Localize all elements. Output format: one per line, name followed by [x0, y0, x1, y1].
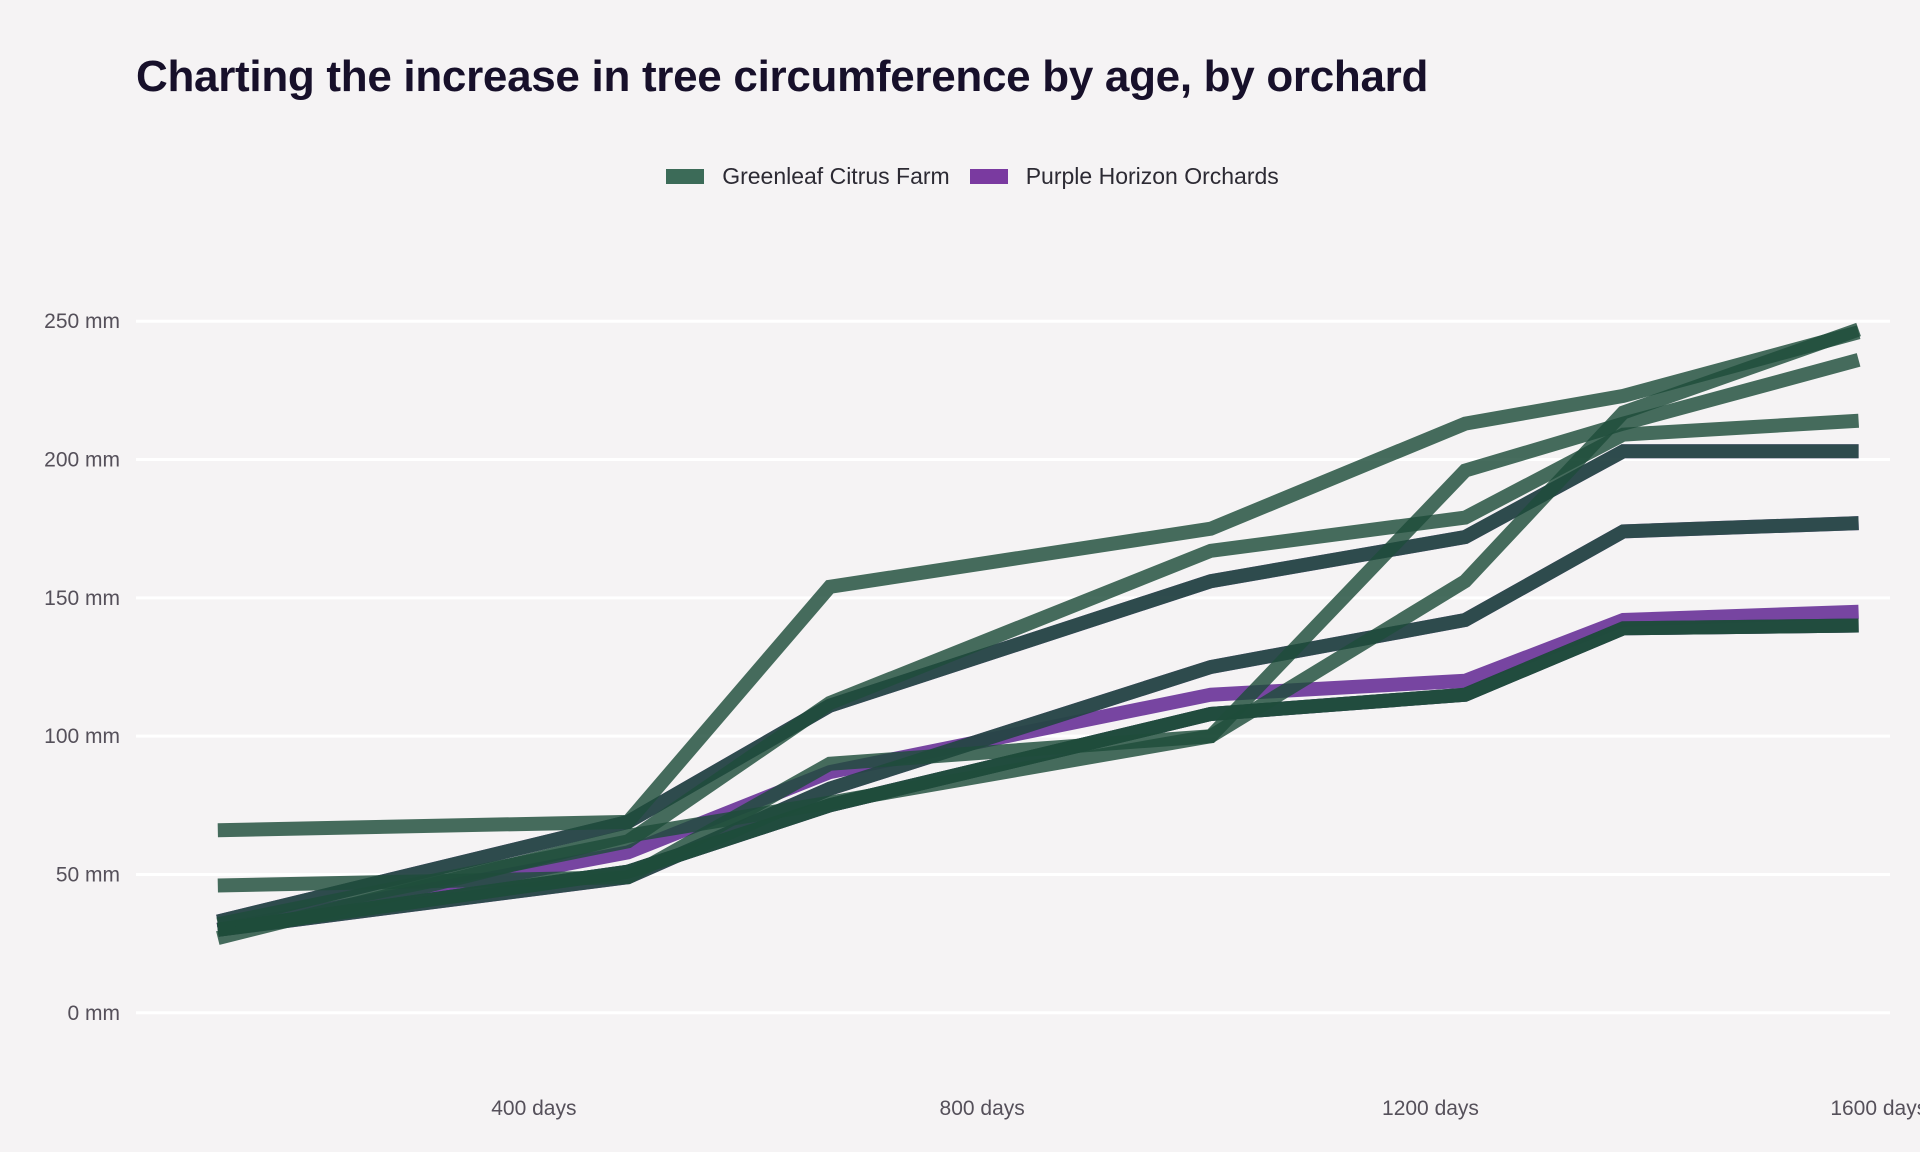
legend-swatch-greenleaf [666, 169, 705, 184]
x-tick-label: 1600 days [1830, 1097, 1920, 1120]
chart-legend: Greenleaf Citrus Farm Purple Horizon Orc… [0, 163, 1920, 190]
series-line-greenleaf[interactable] [216, 413, 1860, 932]
series-line-greenleaf[interactable] [216, 444, 1859, 929]
x-tick-label: 1200 days [1382, 1097, 1479, 1120]
legend-item-purple-horizon[interactable]: Purple Horizon Orchards [969, 163, 1279, 190]
legend-label-purple-horizon: Purple Horizon Orchards [1025, 163, 1279, 189]
y-tick-label: 100 mm [44, 725, 120, 748]
x-axis-ticks: 400 days 800 days 1200 days 1600 days [491, 1097, 1920, 1120]
y-tick-label: 250 mm [44, 310, 120, 333]
series-line-purple-horizon[interactable] [216, 444, 1859, 929]
x-tick-label: 800 days [940, 1097, 1025, 1120]
x-tick-label: 400 days [491, 1097, 576, 1120]
y-tick-label: 150 mm [44, 587, 120, 610]
y-tick-label: 50 mm [56, 863, 120, 886]
series-line-purple-horizon[interactable] [216, 604, 1859, 937]
series-lines [216, 322, 1861, 945]
legend-swatch-purple-horizon [969, 169, 1008, 184]
legend-label-greenleaf: Greenleaf Citrus Farm [722, 163, 950, 189]
series-line-greenleaf[interactable] [217, 325, 1861, 838]
y-tick-label: 0 mm [68, 1002, 121, 1025]
legend-item-greenleaf[interactable]: Greenleaf Citrus Farm [666, 163, 950, 190]
chart-title: Charting the increase in tree circumfere… [136, 52, 1429, 101]
series-line-greenleaf[interactable] [216, 322, 1861, 945]
y-axis-ticks: 0 mm 50 mm 100 mm 150 mm 200 mm 250 mm [44, 310, 120, 1025]
y-tick-label: 200 mm [44, 449, 120, 472]
